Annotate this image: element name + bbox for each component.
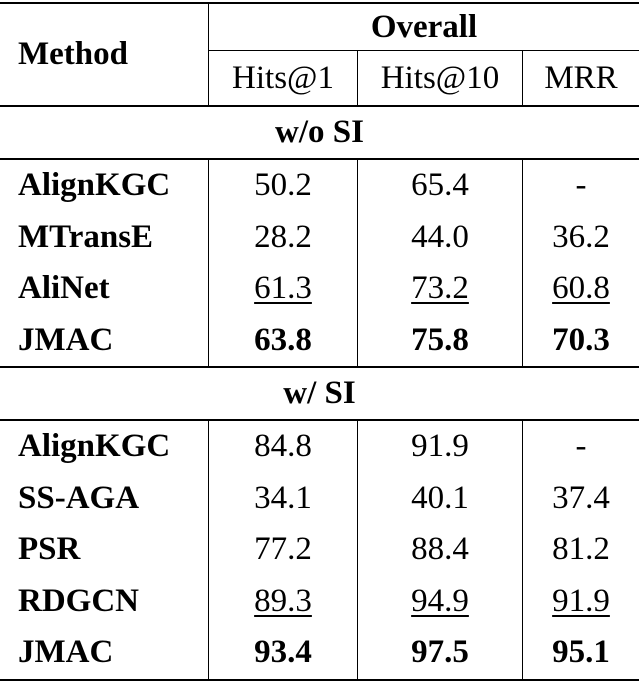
cell: 50.2 bbox=[208, 159, 358, 212]
cell: 94.9 bbox=[357, 575, 523, 627]
cell: 91.9 bbox=[522, 575, 639, 627]
cell: - bbox=[522, 159, 639, 212]
table-row: RDGCN 89.3 94.9 91.9 bbox=[0, 575, 639, 627]
cell: 28.2 bbox=[208, 211, 358, 263]
value-cell: 84.8 bbox=[254, 428, 312, 465]
value-cell: 73.2 bbox=[411, 270, 469, 307]
value-cell: 60.8 bbox=[552, 270, 610, 307]
value-cell: 61.3 bbox=[254, 270, 312, 307]
cell: 77.2 bbox=[208, 524, 358, 576]
cell: - bbox=[522, 420, 639, 473]
cell: 44.0 bbox=[357, 211, 523, 263]
value-cell: 63.8 bbox=[254, 321, 312, 358]
cell: 91.9 bbox=[357, 420, 523, 473]
cell: 36.2 bbox=[522, 211, 639, 263]
cell: 70.3 bbox=[522, 314, 639, 367]
value-cell: 40.1 bbox=[411, 479, 469, 516]
value-cell: 88.4 bbox=[411, 531, 469, 568]
value-cell: 28.2 bbox=[254, 218, 312, 255]
value-cell: 44.0 bbox=[411, 218, 469, 255]
value-cell: 37.4 bbox=[552, 479, 610, 516]
table-row: SS-AGA 34.1 40.1 37.4 bbox=[0, 472, 639, 524]
cell: 81.2 bbox=[522, 524, 639, 576]
cell: 89.3 bbox=[208, 575, 358, 627]
header-hits10: Hits@10 bbox=[357, 50, 523, 106]
method-cell: AliNet bbox=[18, 270, 110, 307]
value-cell: 81.2 bbox=[552, 531, 610, 568]
cell: 97.5 bbox=[357, 627, 523, 680]
cell: 88.4 bbox=[357, 524, 523, 576]
cell: 95.1 bbox=[522, 627, 639, 680]
method-cell: MTransE bbox=[18, 218, 154, 255]
cell: 73.2 bbox=[357, 263, 523, 315]
value-cell: 50.2 bbox=[254, 167, 312, 204]
value-cell: 70.3 bbox=[552, 321, 610, 358]
value-cell: 94.9 bbox=[411, 582, 469, 619]
method-cell: RDGCN bbox=[18, 582, 139, 619]
cell: 84.8 bbox=[208, 420, 358, 473]
section-title: w/o SI bbox=[275, 114, 364, 150]
table-row: PSR 77.2 88.4 81.2 bbox=[0, 524, 639, 576]
header-mrr: MRR bbox=[522, 50, 639, 106]
method-cell: JMAC bbox=[18, 321, 114, 358]
table-row: AliNet 61.3 73.2 60.8 bbox=[0, 263, 639, 315]
table-row: MTransE 28.2 44.0 36.2 bbox=[0, 211, 639, 263]
header-overall: Overall bbox=[208, 3, 639, 51]
method-cell: PSR bbox=[18, 531, 81, 568]
cell: 37.4 bbox=[522, 472, 639, 524]
value-cell: - bbox=[575, 167, 587, 204]
value-cell: 77.2 bbox=[254, 531, 312, 568]
method-cell: AlignKGC bbox=[18, 428, 171, 465]
value-cell: 89.3 bbox=[254, 582, 312, 619]
cell: 61.3 bbox=[208, 263, 358, 315]
cell: 65.4 bbox=[357, 159, 523, 212]
cell: 60.8 bbox=[522, 263, 639, 315]
header-hits1: Hits@1 bbox=[208, 50, 358, 106]
value-cell: 36.2 bbox=[552, 218, 610, 255]
value-cell: 75.8 bbox=[411, 321, 469, 358]
value-cell: 65.4 bbox=[411, 167, 469, 204]
table-row: JMAC 93.4 97.5 95.1 bbox=[0, 627, 639, 680]
cell: 34.1 bbox=[208, 472, 358, 524]
table-row: AlignKGC 84.8 91.9 - bbox=[0, 420, 639, 473]
section-title: w/ SI bbox=[283, 375, 356, 411]
table-row: JMAC 63.8 75.8 70.3 bbox=[0, 314, 639, 367]
value-cell: 34.1 bbox=[254, 479, 312, 516]
table-row: AlignKGC 50.2 65.4 - bbox=[0, 159, 639, 212]
cell: 93.4 bbox=[208, 627, 358, 680]
value-cell: - bbox=[575, 428, 587, 465]
method-cell: AlignKGC bbox=[18, 167, 171, 204]
value-cell: 95.1 bbox=[552, 634, 610, 671]
method-cell: JMAC bbox=[18, 634, 114, 671]
value-cell: 91.9 bbox=[411, 428, 469, 465]
cell: 63.8 bbox=[208, 314, 358, 367]
value-cell: 93.4 bbox=[254, 634, 312, 671]
value-cell: 91.9 bbox=[552, 582, 610, 619]
cell: 75.8 bbox=[357, 314, 523, 367]
method-cell: SS-AGA bbox=[18, 479, 140, 516]
header-method: Method bbox=[0, 3, 209, 107]
cell: 40.1 bbox=[357, 472, 523, 524]
value-cell: 97.5 bbox=[411, 634, 469, 671]
